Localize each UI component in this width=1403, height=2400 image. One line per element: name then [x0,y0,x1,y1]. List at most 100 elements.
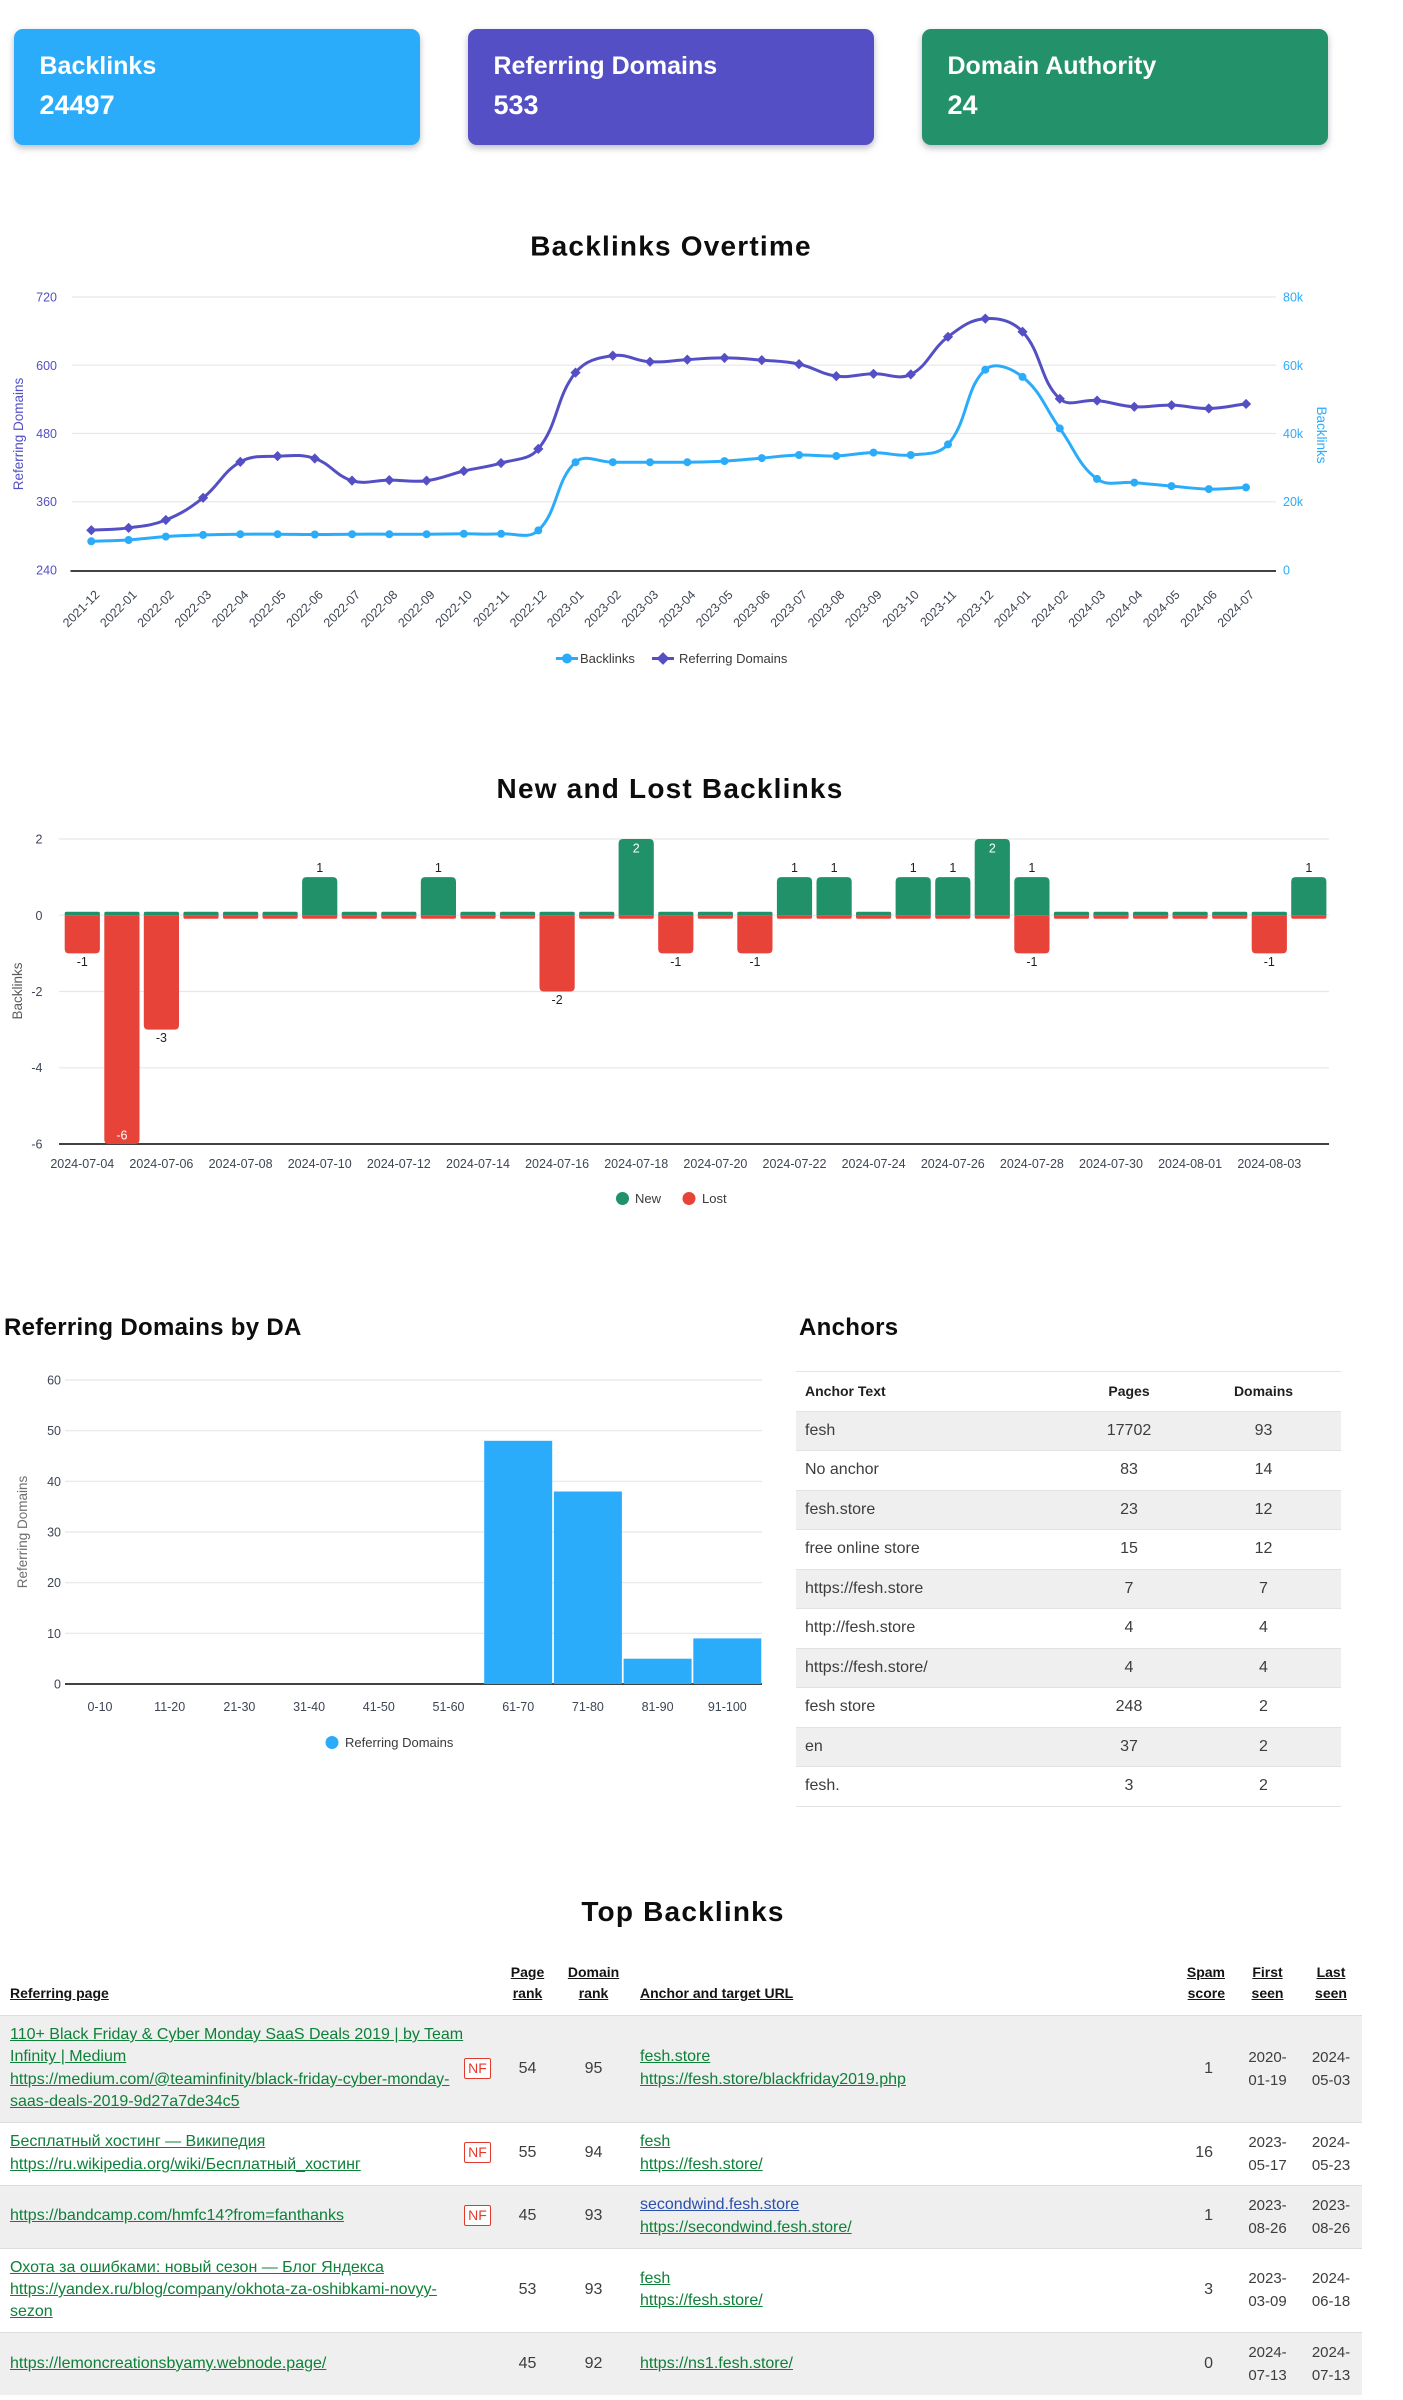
svg-text:Lost: Lost [702,1191,727,1206]
svg-text:61-70: 61-70 [502,1700,534,1714]
svg-text:Backlinks: Backlinks [10,962,25,1019]
svg-text:1: 1 [1028,861,1035,875]
svg-text:2022-10: 2022-10 [433,588,475,630]
svg-text:2024-07-06: 2024-07-06 [129,1157,193,1171]
svg-text:2023-11: 2023-11 [917,588,959,630]
svg-text:240: 240 [36,564,57,578]
svg-text:2024-07-22: 2024-07-22 [763,1157,827,1171]
svg-text:2023-12: 2023-12 [954,588,996,630]
svg-text:0: 0 [36,909,43,923]
svg-text:Referring Domains: Referring Domains [15,1475,30,1588]
svg-text:1: 1 [1305,861,1312,875]
svg-text:2: 2 [989,842,996,856]
svg-text:2022-02: 2022-02 [135,588,177,630]
svg-text:41-50: 41-50 [363,1700,395,1714]
svg-text:2023-07: 2023-07 [768,588,810,630]
svg-text:1: 1 [910,861,917,875]
svg-text:20k: 20k [1283,495,1304,509]
svg-text:2024-03: 2024-03 [1066,588,1108,630]
svg-text:Referring Domains: Referring Domains [345,1735,454,1750]
svg-text:80k: 80k [1283,291,1304,305]
svg-text:2023-10: 2023-10 [880,588,922,630]
svg-text:2024-07-08: 2024-07-08 [209,1157,273,1171]
svg-text:720: 720 [36,291,57,305]
svg-text:Backlinks: Backlinks [580,651,635,666]
svg-text:91-100: 91-100 [708,1700,747,1714]
svg-text:2: 2 [633,842,640,856]
svg-text:Referring Domains: Referring Domains [11,377,26,490]
svg-text:360: 360 [36,495,57,509]
svg-text:2022-05: 2022-05 [246,588,288,630]
svg-text:40k: 40k [1283,427,1304,441]
svg-text:21-30: 21-30 [223,1700,255,1714]
svg-text:60: 60 [47,1374,61,1388]
svg-text:51-60: 51-60 [433,1700,465,1714]
svg-text:11-20: 11-20 [154,1700,185,1714]
svg-text:40: 40 [47,1475,61,1489]
svg-text:2024-07-18: 2024-07-18 [604,1157,668,1171]
svg-text:2024-07-28: 2024-07-28 [1000,1157,1064,1171]
svg-text:81-90: 81-90 [642,1700,674,1714]
svg-text:-4: -4 [31,1061,42,1075]
svg-text:2024-07-26: 2024-07-26 [921,1157,985,1171]
svg-text:2024-08-01: 2024-08-01 [1158,1157,1222,1171]
svg-text:2024-07-10: 2024-07-10 [288,1157,352,1171]
svg-text:2024-07-14: 2024-07-14 [446,1157,510,1171]
svg-text:2022-07: 2022-07 [321,588,363,630]
svg-text:480: 480 [36,427,57,441]
svg-text:2022-12: 2022-12 [507,588,549,630]
svg-text:2023-09: 2023-09 [842,588,884,630]
svg-text:2: 2 [36,833,43,847]
svg-text:2024-04: 2024-04 [1103,588,1145,630]
svg-text:2024-01: 2024-01 [991,588,1033,630]
svg-text:2023-04: 2023-04 [656,588,698,630]
svg-text:2024-06: 2024-06 [1178,588,1220,630]
svg-text:0: 0 [1283,564,1290,578]
svg-text:2022-03: 2022-03 [172,588,214,630]
svg-text:-1: -1 [1264,955,1275,969]
svg-text:2024-07-20: 2024-07-20 [683,1157,747,1171]
svg-text:1: 1 [316,861,323,875]
svg-text:30: 30 [47,1526,61,1540]
svg-text:2024-08-03: 2024-08-03 [1237,1157,1301,1171]
svg-text:2022-06: 2022-06 [284,588,326,630]
svg-text:600: 600 [36,359,57,373]
svg-text:2022-09: 2022-09 [395,588,437,630]
svg-text:-3: -3 [156,1031,167,1045]
svg-text:2024-07-16: 2024-07-16 [525,1157,589,1171]
svg-text:31-40: 31-40 [293,1700,325,1714]
svg-text:2024-07-04: 2024-07-04 [50,1157,114,1171]
svg-text:New: New [635,1191,662,1206]
svg-text:2024-07-24: 2024-07-24 [842,1157,906,1171]
svg-text:-1: -1 [77,955,88,969]
svg-text:71-80: 71-80 [572,1700,604,1714]
svg-text:2023-06: 2023-06 [731,588,773,630]
svg-text:2023-01: 2023-01 [544,588,586,630]
svg-text:-6: -6 [116,1129,127,1143]
svg-text:60k: 60k [1283,359,1304,373]
svg-text:2022-04: 2022-04 [209,588,251,630]
svg-text:2022-01: 2022-01 [97,588,139,630]
svg-text:Backlinks: Backlinks [1314,406,1329,463]
svg-text:2022-11: 2022-11 [471,588,513,630]
svg-text:-6: -6 [31,1138,42,1152]
svg-text:2023-03: 2023-03 [619,588,661,630]
svg-text:-1: -1 [670,955,681,969]
svg-text:2023-05: 2023-05 [693,588,735,630]
svg-text:-1: -1 [749,955,760,969]
svg-text:-1: -1 [1026,955,1037,969]
svg-text:New and Lost Backlinks: New and Lost Backlinks [497,773,844,804]
svg-text:2021-12: 2021-12 [60,588,102,630]
svg-text:2024-07-12: 2024-07-12 [367,1157,431,1171]
svg-text:Referring Domains: Referring Domains [679,651,788,666]
svg-text:-2: -2 [552,993,563,1007]
svg-text:2023-08: 2023-08 [805,588,847,630]
svg-text:2024-05: 2024-05 [1140,588,1182,630]
svg-text:2024-07: 2024-07 [1215,588,1257,630]
svg-text:20: 20 [47,1576,61,1590]
svg-text:2023-02: 2023-02 [582,588,624,630]
svg-text:2022-08: 2022-08 [358,588,400,630]
svg-text:0: 0 [54,1678,61,1692]
svg-text:2024-07-30: 2024-07-30 [1079,1157,1143,1171]
svg-text:2024-02: 2024-02 [1029,588,1071,630]
